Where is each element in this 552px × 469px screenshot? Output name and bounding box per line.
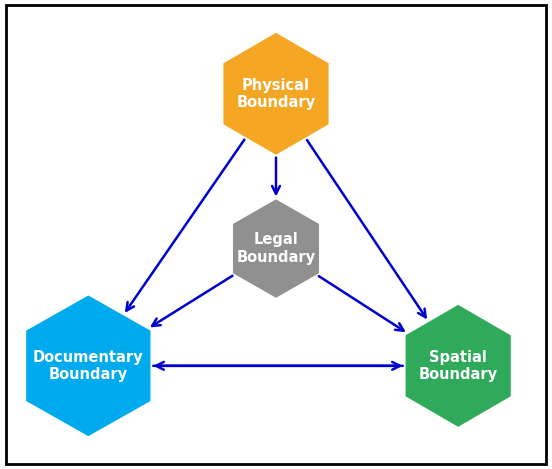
Polygon shape: [406, 305, 511, 427]
Text: Legal
Boundary: Legal Boundary: [236, 232, 316, 265]
Polygon shape: [26, 295, 151, 436]
Text: Spatial
Boundary: Spatial Boundary: [418, 349, 498, 382]
Text: Physical
Boundary: Physical Boundary: [236, 77, 316, 110]
Polygon shape: [224, 33, 328, 155]
Text: Documentary
Boundary: Documentary Boundary: [33, 349, 144, 382]
Polygon shape: [233, 199, 319, 298]
